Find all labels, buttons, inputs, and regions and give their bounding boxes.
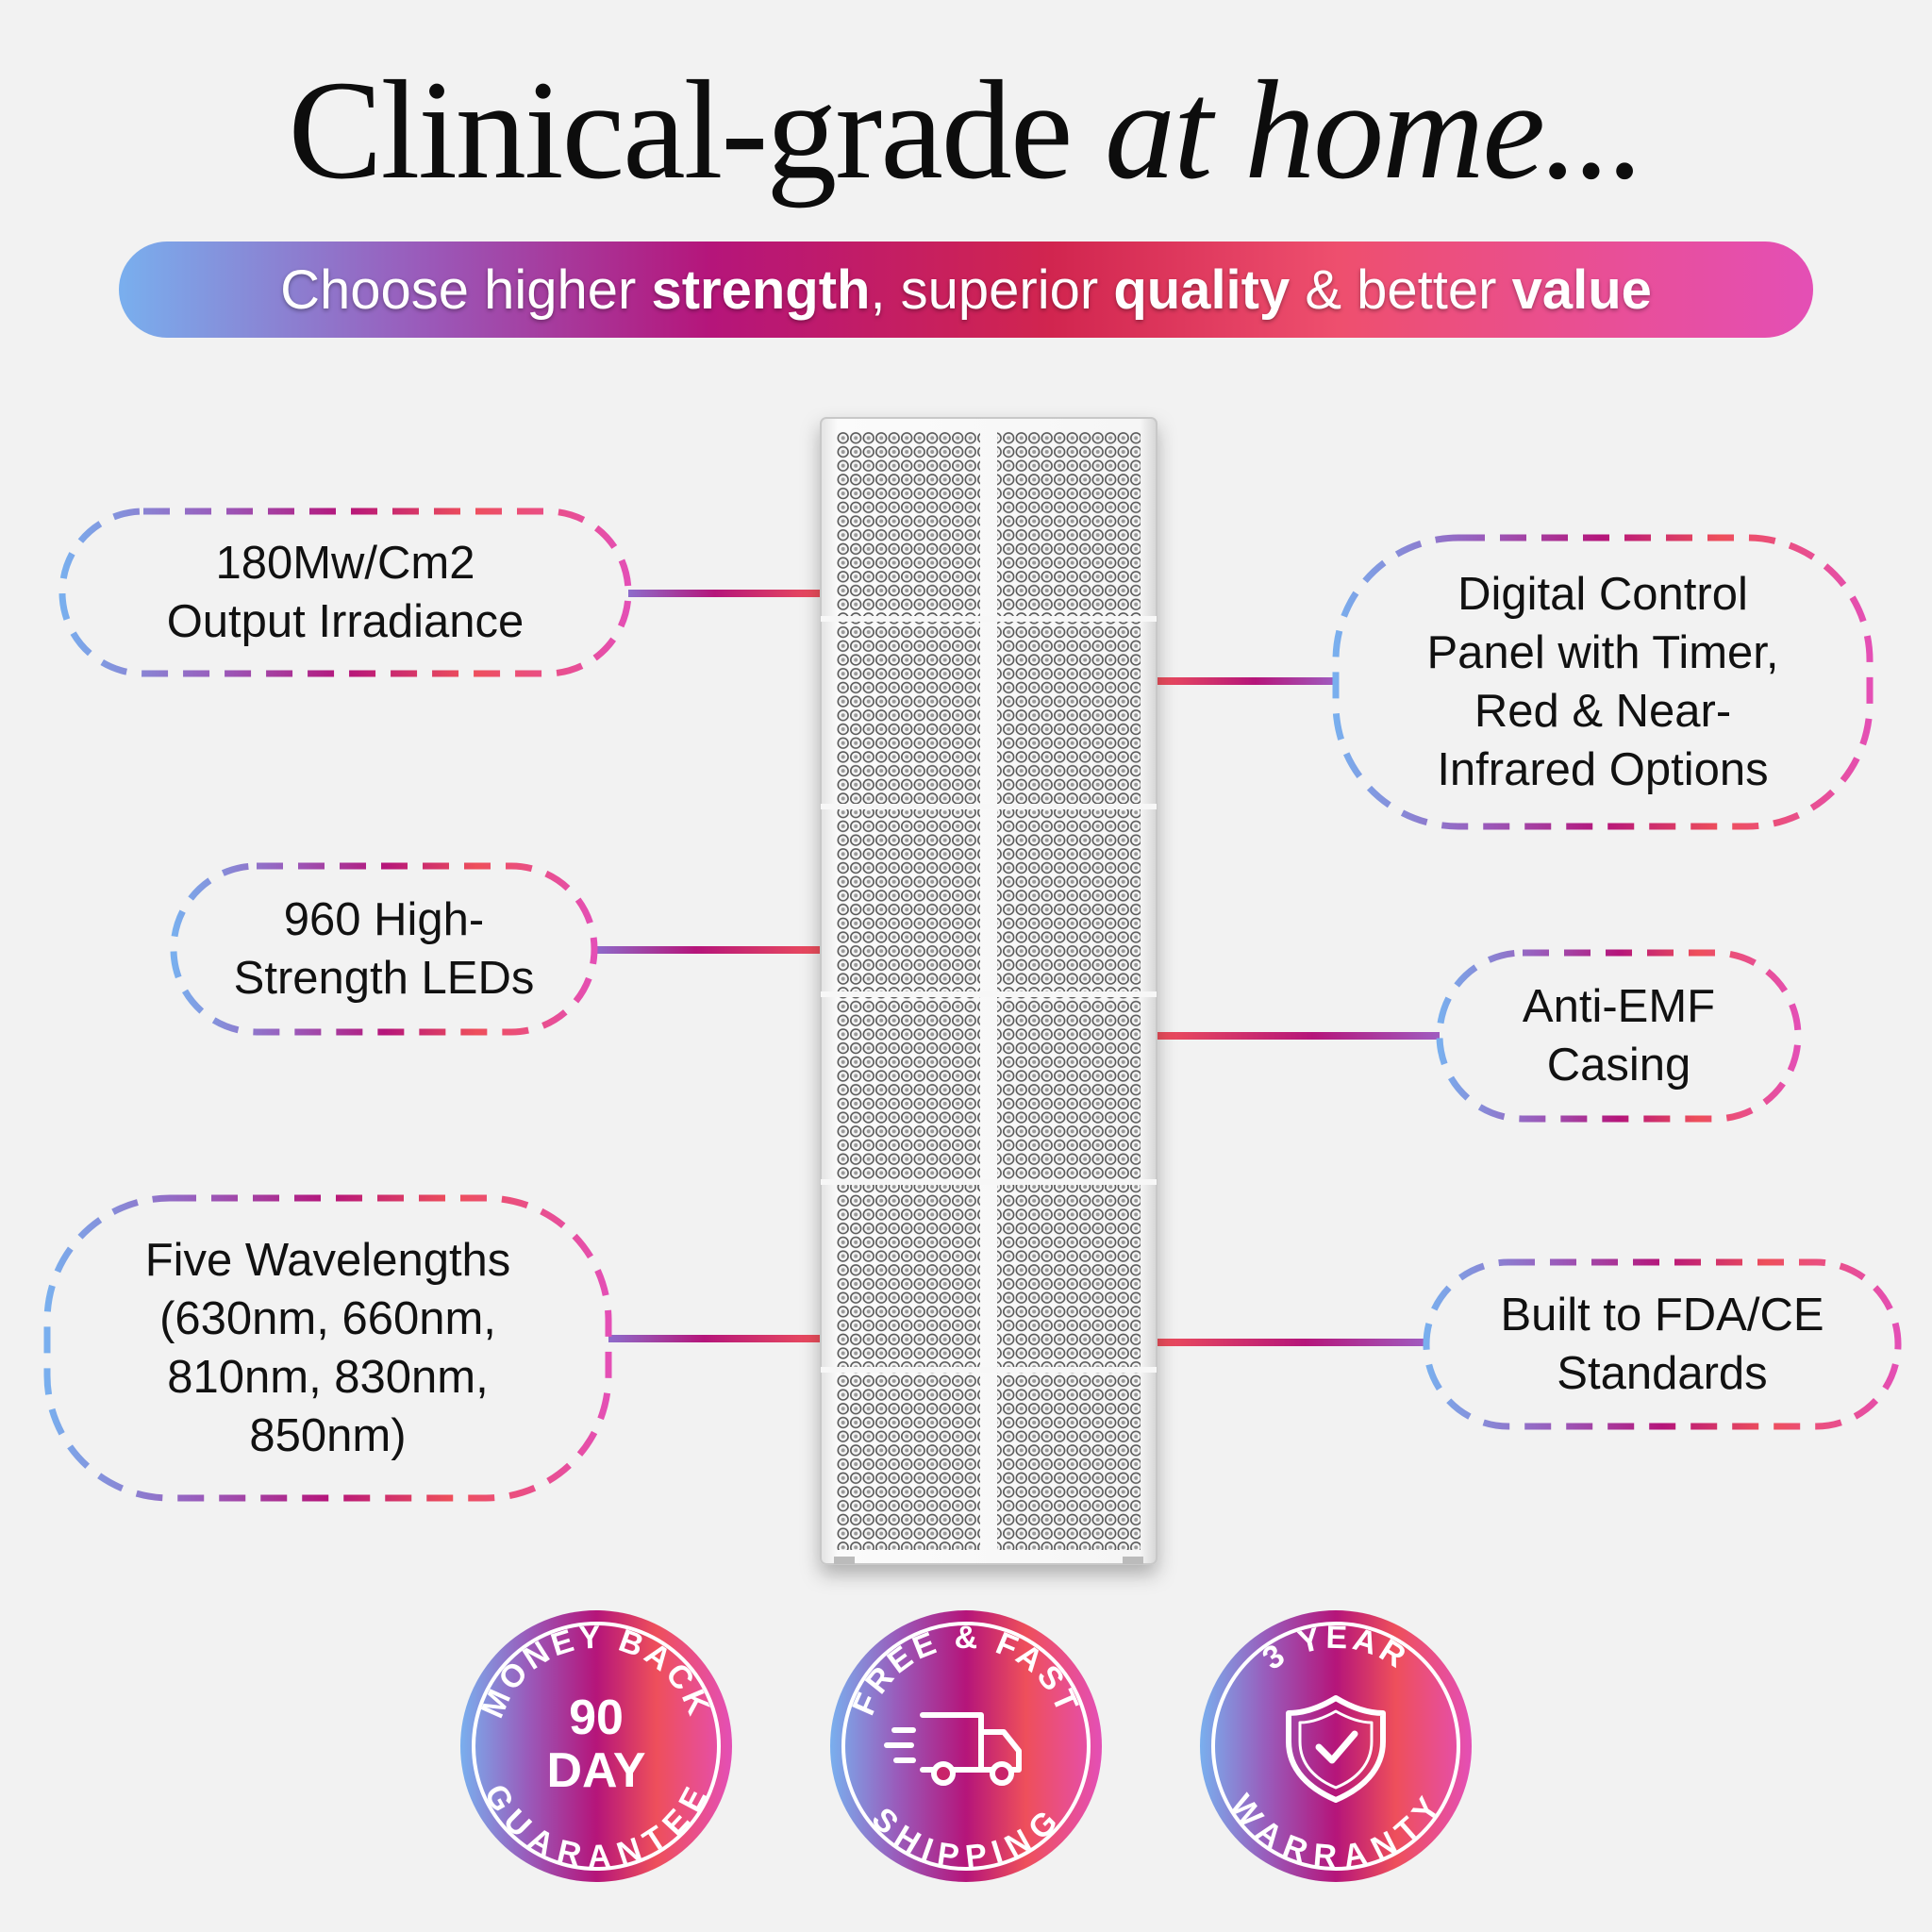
pill-fda-ce bbox=[1423, 1258, 1902, 1430]
feature-irradiance-line-1: 180Mw/Cm2 bbox=[215, 538, 475, 589]
feature-leds-line-2: Strength LEDs bbox=[233, 953, 535, 1004]
led-array-right bbox=[997, 431, 1141, 1550]
feature-fda-ce: Built to FDA/CE Standards bbox=[1426, 1262, 1898, 1426]
feature-control-panel-line-2: Panel with Timer, bbox=[1426, 627, 1779, 678]
feature-wavelengths: Five Wavelengths (630nm, 660nm, 810nm, 8… bbox=[47, 1198, 608, 1498]
pill-control-panel bbox=[1332, 534, 1874, 830]
feature-leds-line-1: 960 High- bbox=[283, 894, 485, 945]
headline-italic: at home... bbox=[1104, 52, 1646, 208]
banner-text: Choose higher strength, superior quality… bbox=[280, 258, 1652, 322]
connector-line-fda-ce bbox=[1157, 1339, 1426, 1346]
connector-line-wavelengths bbox=[608, 1335, 821, 1342]
headline-upright: Clinical-grade bbox=[288, 52, 1105, 208]
value-banner: Choose higher strength, superior quality… bbox=[119, 242, 1813, 338]
feature-irradiance: 180Mw/Cm2 Output Irradiance bbox=[62, 511, 628, 674]
connector-line-irradiance bbox=[628, 590, 821, 597]
feature-anti-emf-line-1: Anti-EMF bbox=[1522, 981, 1716, 1032]
shield-check-icon bbox=[1286, 1695, 1386, 1803]
feature-wavelengths-line-3: 810nm, 830nm, bbox=[167, 1352, 489, 1403]
pill-leds bbox=[170, 862, 598, 1036]
pill-wavelengths bbox=[43, 1194, 612, 1502]
headline: Clinical-grade at home... bbox=[0, 45, 1932, 215]
banner-bold-strength: strength bbox=[651, 258, 871, 321]
feature-wavelengths-line-2: (630nm, 660nm, bbox=[159, 1293, 496, 1344]
pill-anti-emf bbox=[1436, 949, 1802, 1123]
banner-bold-value: value bbox=[1511, 258, 1652, 321]
banner-bold-quality: quality bbox=[1113, 258, 1291, 321]
banner-text-3: & better bbox=[1290, 258, 1512, 321]
connector-line-leds bbox=[594, 946, 821, 954]
feature-control-panel-line-3: Red & Near- bbox=[1474, 686, 1732, 737]
feature-fda-ce-line-1: Built to FDA/CE bbox=[1500, 1290, 1824, 1341]
banner-text-1: Choose higher bbox=[280, 258, 652, 321]
delivery-truck-icon bbox=[884, 1712, 1022, 1786]
money-back-badge: MONEY BACK GUARANTEE 90 DAY bbox=[460, 1610, 732, 1882]
feature-control-panel-line-4: Infrared Options bbox=[1437, 744, 1769, 795]
feature-fda-ce-line-2: Standards bbox=[1557, 1348, 1768, 1399]
banner-text-2: , superior bbox=[870, 258, 1114, 321]
feature-anti-emf-line-2: Casing bbox=[1546, 1040, 1691, 1091]
feature-control-panel: Digital Control Panel with Timer, Red & … bbox=[1336, 538, 1870, 826]
feature-anti-emf: Anti-EMF Casing bbox=[1440, 953, 1798, 1119]
feature-leds: 960 High- Strength LEDs bbox=[174, 866, 594, 1032]
warranty-badge: 3 YEAR WARRANTY bbox=[1200, 1610, 1472, 1882]
led-array-left bbox=[837, 431, 980, 1550]
feature-wavelengths-line-1: Five Wavelengths bbox=[144, 1235, 511, 1286]
feature-irradiance-line-2: Output Irradiance bbox=[166, 596, 525, 647]
feature-control-panel-line-1: Digital Control bbox=[1457, 569, 1748, 620]
connector-line-anti-emf bbox=[1157, 1032, 1440, 1040]
connector-line-control-panel bbox=[1157, 677, 1336, 685]
shipping-badge: FREE & FAST SHIPPING bbox=[830, 1610, 1102, 1882]
led-panel-device bbox=[820, 417, 1158, 1565]
badge-money-back-unit: DAY bbox=[546, 1743, 645, 1798]
badge-money-back-number: 90 bbox=[569, 1690, 624, 1745]
feature-wavelengths-line-4: 850nm) bbox=[249, 1410, 407, 1461]
